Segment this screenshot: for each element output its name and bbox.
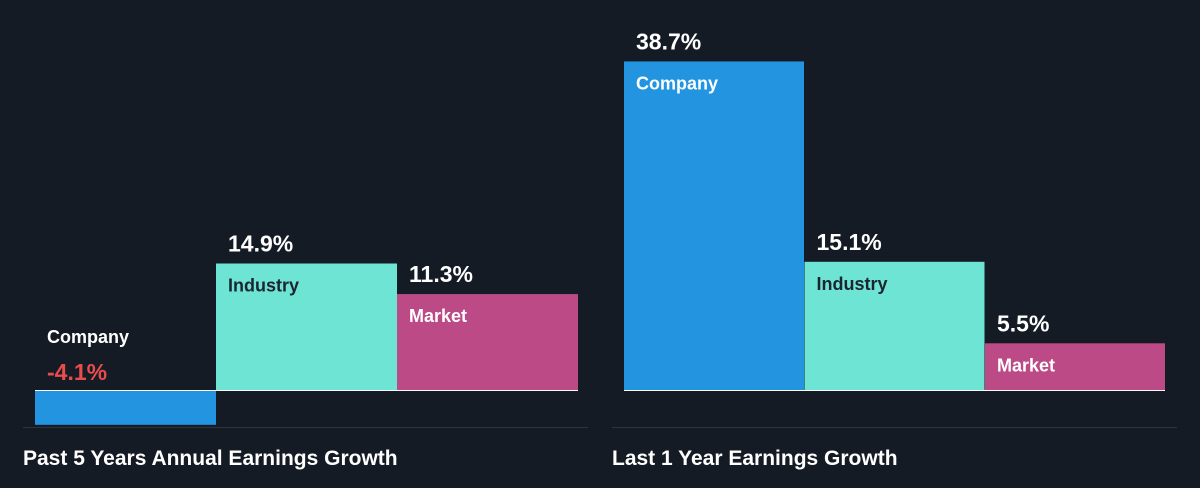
past-5-years-panel: -4.1% Company 14.9% Industry 11.3% Market — [35, 230, 578, 425]
category-label-company: Company — [636, 73, 718, 93]
value-label-market: 11.3% — [409, 261, 473, 287]
category-label-market: Market — [409, 306, 467, 326]
category-label-industry: Industry — [228, 275, 299, 295]
chart-title-past-5-years: Past 5 Years Annual Earnings Growth — [23, 447, 398, 470]
last-1-year-panel: 38.7% Company 15.1% Industry 5.5% Market — [624, 28, 1165, 391]
bar-company — [35, 390, 216, 425]
value-label-industry: 15.1% — [817, 229, 882, 255]
bar-industry — [216, 263, 397, 390]
bar-market — [985, 343, 1165, 390]
category-label-market: Market — [997, 355, 1055, 375]
chart-title-last-1-year: Last 1 Year Earnings Growth — [612, 447, 898, 470]
bar-company — [624, 61, 804, 390]
bar-industry — [804, 261, 985, 390]
value-label-market: 5.5% — [997, 310, 1049, 336]
value-label-industry: 14.9% — [228, 230, 293, 256]
bar-market — [397, 294, 578, 390]
category-label-industry: Industry — [817, 274, 888, 294]
category-label-company: Company — [47, 327, 129, 347]
value-label-company: 38.7% — [636, 28, 701, 54]
value-label-company: -4.1% — [47, 359, 107, 385]
